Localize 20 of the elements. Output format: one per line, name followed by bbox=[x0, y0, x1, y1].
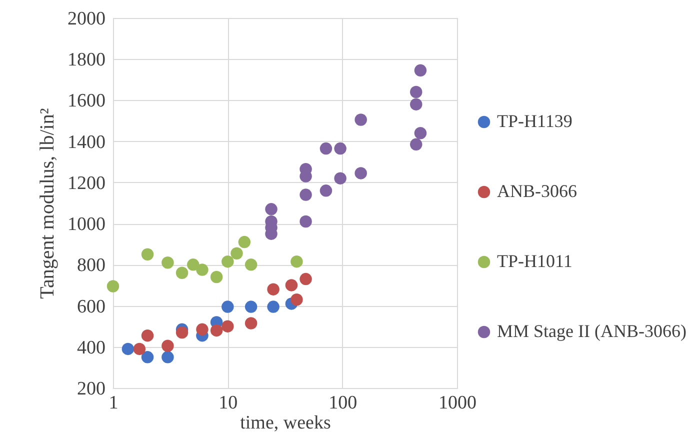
legend-label: ANB-3066 bbox=[497, 181, 577, 201]
x-tick-label: 1 bbox=[108, 392, 118, 414]
y-tick-label: 600 bbox=[77, 296, 106, 318]
y-tick-label: 1800 bbox=[68, 50, 106, 71]
y-tick-label: 200 bbox=[77, 378, 106, 400]
y-tick-label: 1200 bbox=[68, 172, 106, 194]
legend-label: TP-H1011 bbox=[497, 251, 572, 271]
y-axis-title: Tangent modulus, lb/in² bbox=[36, 108, 58, 299]
legend-label: MM Stage II (ANB-3066) bbox=[497, 321, 686, 341]
y-tick-label: 1600 bbox=[68, 90, 106, 112]
y-tick-label: 1000 bbox=[68, 214, 106, 236]
legend-label: TP-H1139 bbox=[497, 111, 572, 131]
x-tick-label: 100 bbox=[328, 392, 358, 414]
y-tick-label: 800 bbox=[77, 255, 106, 276]
x-axis-title: time, weeks bbox=[240, 412, 331, 434]
y-tick-label: 1400 bbox=[68, 132, 106, 153]
x-tick-label: 10 bbox=[218, 392, 238, 414]
x-tick-label: 1000 bbox=[438, 392, 476, 414]
y-tick-label: 2000 bbox=[68, 8, 106, 30]
y-tick-label: 400 bbox=[77, 337, 106, 358]
